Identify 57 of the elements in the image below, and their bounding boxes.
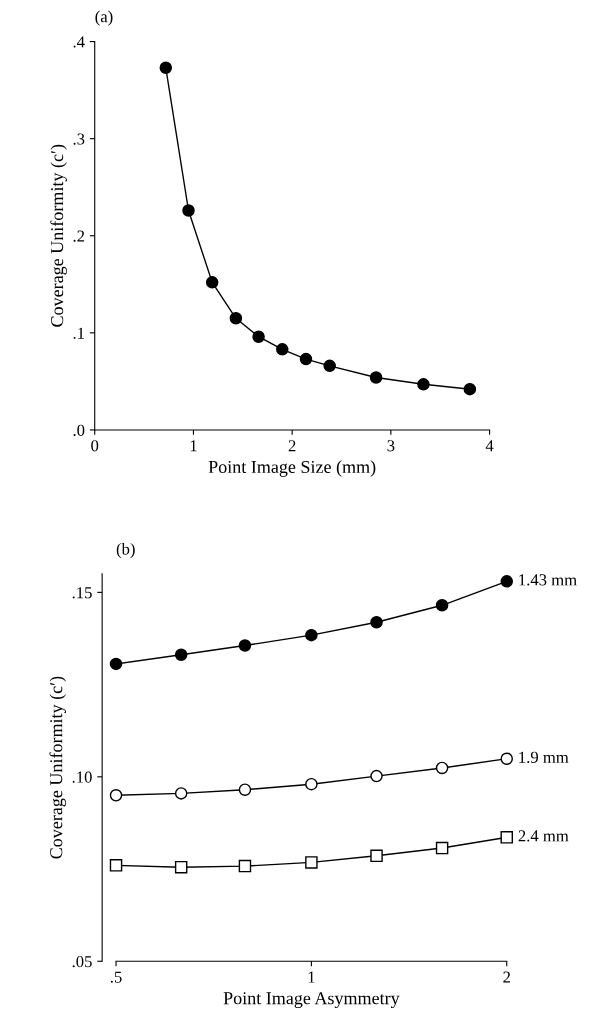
x-tick-label: 3	[387, 440, 395, 452]
point	[435, 599, 449, 612]
y-tick-label: .10	[72, 771, 92, 783]
point	[305, 628, 318, 642]
point	[174, 787, 188, 800]
x-tick-label: 4	[485, 440, 494, 452]
point	[182, 204, 195, 217]
point	[299, 352, 313, 366]
point	[109, 859, 123, 872]
point	[109, 789, 123, 802]
point	[238, 783, 252, 796]
point	[435, 761, 449, 775]
point	[370, 615, 383, 629]
point	[417, 378, 430, 391]
point	[323, 359, 336, 373]
y-axis-title: Coverage Uniformity (c′)	[49, 676, 67, 859]
point	[109, 657, 123, 671]
y-tick-label: .4	[73, 36, 85, 48]
y-tick-label: .3	[73, 133, 85, 145]
point	[305, 856, 318, 869]
series-label: 1.9 mm	[519, 751, 569, 763]
point	[305, 777, 318, 791]
point	[174, 648, 188, 661]
x-tick-label: .5	[110, 971, 122, 983]
x-tick-label: 2	[503, 971, 510, 983]
point	[463, 382, 477, 396]
chart-title: (a)	[95, 10, 113, 26]
point	[500, 752, 514, 765]
point	[276, 343, 289, 356]
y-tick-label: .1	[73, 327, 84, 339]
point	[252, 330, 265, 343]
point	[238, 639, 252, 652]
x-axis-title: Point Image Size (mm)	[208, 460, 376, 477]
point	[369, 371, 383, 384]
y-tick-label: .15	[72, 587, 92, 599]
point	[370, 769, 383, 783]
point	[370, 849, 383, 863]
x-tick-label: 2	[288, 440, 296, 452]
point	[500, 575, 514, 588]
x-tick-label: 1	[190, 440, 197, 452]
y-axis-title: Coverage Uniformity (c′)	[50, 144, 67, 327]
point	[500, 831, 514, 844]
series-label: 1.43 mm	[519, 574, 577, 586]
x-tick-label: 1	[308, 971, 315, 983]
y-tick-label: .05	[72, 955, 92, 968]
x-tick-label: 0	[91, 440, 99, 452]
chart-title: (b)	[116, 542, 135, 559]
point	[174, 860, 188, 874]
series-label: 2.4 mm	[518, 830, 569, 842]
y-tick-label: .0	[73, 424, 85, 436]
point	[229, 312, 243, 325]
y-tick-label: .2	[73, 230, 85, 242]
point	[205, 276, 219, 289]
point	[435, 841, 449, 855]
point	[159, 61, 173, 75]
x-axis-title: Point Image Asymmetry	[223, 992, 400, 1009]
point	[238, 859, 252, 873]
